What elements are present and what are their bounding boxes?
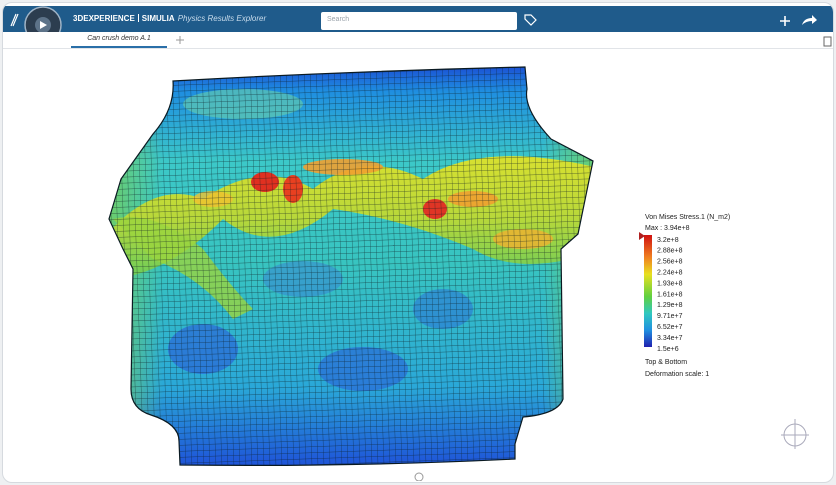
brand: 3DEXPERIENCE SIMULIA Physics Results Explo… xyxy=(73,14,266,23)
legend-label: 9.71e+7 xyxy=(657,313,683,320)
side-toggle[interactable] xyxy=(823,36,833,48)
tab[interactable]: Can crush demo A.1 xyxy=(71,32,167,48)
legend-label: 1.93e+8 xyxy=(657,280,683,287)
legend-label: 1.5e+6 xyxy=(657,346,679,353)
legend-label: 2.56e+8 xyxy=(657,259,683,266)
legend-label: 2.88e+8 xyxy=(657,248,683,255)
deformation-scale: Deformation scale: 1 xyxy=(645,371,709,378)
new-tab-icon[interactable] xyxy=(174,34,186,46)
share-icon[interactable] xyxy=(802,15,817,25)
top-bar: 3DEXPERIENCE SIMULIA Physics Results Explo… xyxy=(3,6,833,32)
legend-title: Von Mises Stress.1 (N_m2) xyxy=(645,214,730,221)
search-placeholder: Search xyxy=(327,16,350,23)
viewport: Von Mises Stress.1 (N_m2) Max : 3.94e+8 … xyxy=(108,66,809,481)
tab-bar: Can crush demo A.1 xyxy=(3,32,833,49)
search-box[interactable]: Search xyxy=(321,12,517,30)
top-bar-icons xyxy=(10,6,817,32)
color-bar xyxy=(644,235,652,347)
bottom-handle[interactable] xyxy=(414,472,424,481)
menu-icon[interactable] xyxy=(10,13,19,27)
legend-label: 3.34e+7 xyxy=(657,335,683,342)
legend-label: 6.52e+7 xyxy=(657,324,683,331)
play-icon xyxy=(40,21,47,29)
legend-max: Max : 3.94e+8 xyxy=(645,225,690,232)
legend-label: 3.2e+8 xyxy=(657,237,679,244)
axis-triad[interactable] xyxy=(781,419,809,449)
legend-scope: Top & Bottom xyxy=(645,359,687,366)
legend: Von Mises Stress.1 (N_m2) Max : 3.94e+8 … xyxy=(639,214,730,378)
can-outline xyxy=(108,66,594,466)
legend-label: 2.24e+8 xyxy=(657,270,683,277)
legend-label: 1.61e+8 xyxy=(657,291,683,298)
tag-icon[interactable] xyxy=(524,14,537,26)
app-name: Physics Results Explorer xyxy=(177,14,267,23)
max-marker xyxy=(639,232,645,240)
can-model xyxy=(109,67,593,466)
brand-separator xyxy=(137,14,139,22)
legend-label: 1.29e+8 xyxy=(657,302,683,309)
platform-name: SIMULIA xyxy=(141,14,175,23)
brand-name: 3DEXPERIENCE xyxy=(73,14,135,23)
add-icon[interactable] xyxy=(780,16,790,26)
